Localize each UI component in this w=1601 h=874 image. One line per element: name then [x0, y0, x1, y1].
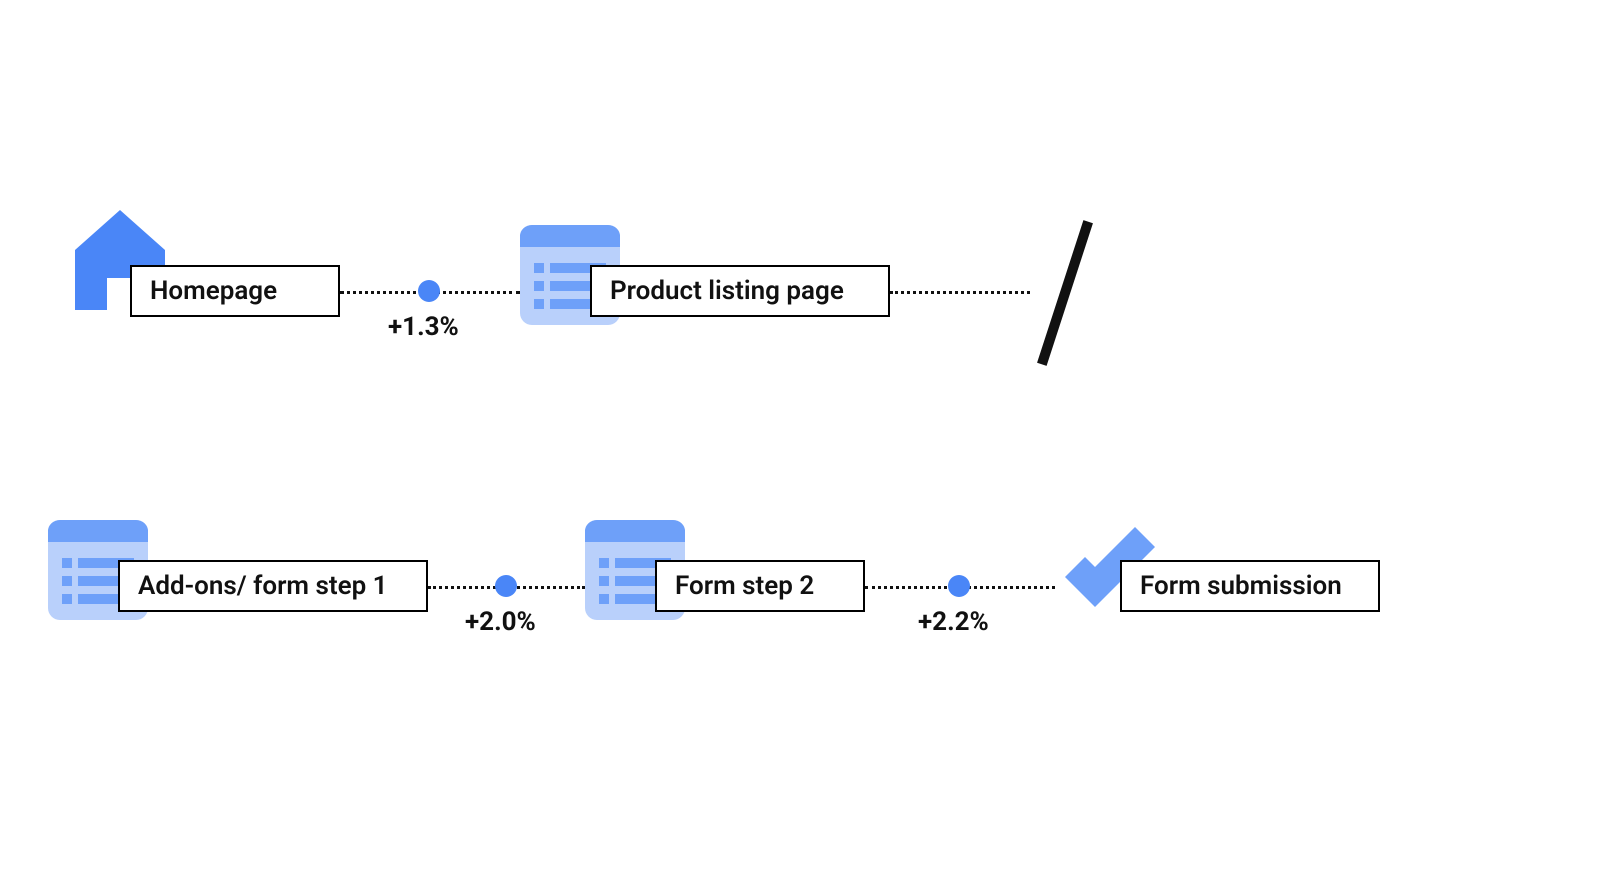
node-form-submission: Form submission	[1120, 560, 1380, 612]
node-form-submission-label: Form submission	[1140, 571, 1342, 601]
metric-r1-1: +1.3%	[388, 312, 459, 342]
connector-dot-r2-1	[495, 575, 517, 597]
node-addons-label: Add-ons/ form step 1	[138, 571, 388, 601]
node-homepage: Homepage	[130, 265, 340, 317]
node-product-listing-label: Product listing page	[610, 276, 844, 306]
metric-r2-1: +2.0%	[465, 607, 536, 637]
node-form-step-2-label: Form step 2	[675, 571, 814, 601]
metric-r2-2: +2.2%	[918, 607, 989, 637]
node-product-listing: Product listing page	[590, 265, 890, 317]
node-addons: Add-ons/ form step 1	[118, 560, 428, 612]
break-slash	[1037, 220, 1093, 366]
connector-dot-r1-1	[418, 280, 440, 302]
node-homepage-label: Homepage	[150, 276, 277, 306]
node-form-step-2: Form step 2	[655, 560, 865, 612]
connector-dot-r2-2	[948, 575, 970, 597]
connector-r1-2	[890, 291, 1030, 294]
diagram-stage: Homepage +1.3% Product listing page	[0, 0, 1601, 874]
